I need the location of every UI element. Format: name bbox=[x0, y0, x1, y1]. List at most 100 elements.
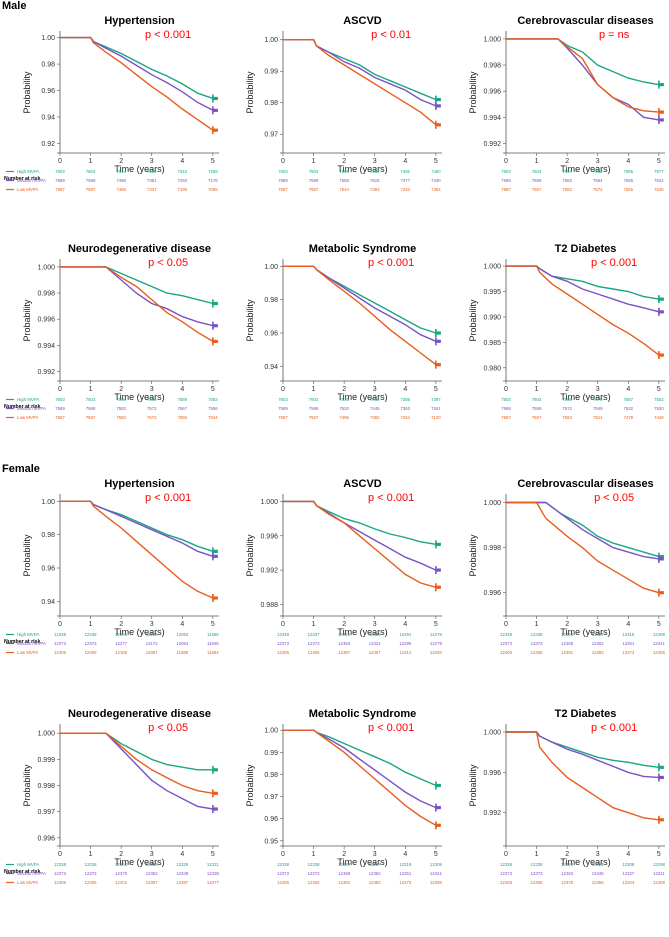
risk-count: 12406 bbox=[500, 650, 513, 655]
risk-count: 12338 bbox=[531, 632, 544, 637]
x-tick-label: 1 bbox=[535, 158, 539, 165]
survival-curve bbox=[506, 38, 660, 86]
x-tick-label: 3 bbox=[596, 158, 600, 165]
risk-count: 12166 bbox=[146, 632, 159, 637]
x-tick-label: 3 bbox=[150, 158, 154, 165]
x-tick-label: 0 bbox=[504, 158, 508, 165]
x-tick-label: 2 bbox=[565, 386, 569, 393]
risk-count: 7449 bbox=[654, 415, 664, 420]
y-tick-label: 0.996 bbox=[483, 770, 501, 777]
y-tick-label: 0.94 bbox=[41, 114, 55, 121]
x-tick-label: 5 bbox=[211, 851, 215, 858]
risk-count: 12314 bbox=[399, 650, 412, 655]
x-tick-label: 1 bbox=[535, 621, 539, 628]
p-value-label: p < 0.001 bbox=[368, 722, 414, 734]
risk-count: 12327 bbox=[592, 632, 605, 637]
survival-curve bbox=[60, 266, 214, 305]
risk-count: 7589 bbox=[178, 397, 188, 402]
legend-label: Medium MVPA bbox=[17, 641, 46, 646]
risk-count: 7592 bbox=[593, 169, 603, 174]
risk-count: 12315 bbox=[369, 632, 382, 637]
legend-label: Medium MVPA bbox=[17, 406, 46, 411]
survival-curve bbox=[60, 732, 214, 794]
y-tick-label: 1.00 bbox=[41, 35, 55, 42]
risk-count: 12321 bbox=[592, 862, 605, 867]
x-tick-label: 2 bbox=[565, 621, 569, 628]
risk-count: 12319 bbox=[622, 632, 635, 637]
y-tick-label: 0.97 bbox=[264, 132, 278, 139]
x-tick-label: 5 bbox=[434, 158, 438, 165]
risk-count: 7603 bbox=[278, 169, 288, 174]
risk-count: 7603 bbox=[532, 397, 542, 402]
confidence-band bbox=[283, 266, 436, 365]
x-tick-label: 4 bbox=[626, 386, 630, 393]
y-tick-label: 1.000 bbox=[37, 264, 55, 271]
risk-count: 7589 bbox=[55, 406, 65, 411]
risk-count: 7572 bbox=[562, 406, 572, 411]
x-tick-label: 5 bbox=[434, 621, 438, 628]
y-tick-label: 0.98 bbox=[264, 772, 278, 779]
risk-count: 7176 bbox=[208, 178, 218, 183]
p-value-label: p < 0.001 bbox=[591, 722, 637, 734]
confidence-band bbox=[60, 733, 213, 794]
curve-end-mark bbox=[212, 108, 218, 112]
survival-curve bbox=[60, 732, 214, 810]
risk-count: 7297 bbox=[431, 397, 441, 402]
risk-count: 12338 bbox=[277, 632, 290, 637]
risk-count: 7498 bbox=[116, 178, 126, 183]
risk-count: 7430 bbox=[431, 178, 441, 183]
km-chart-5: Metabolic Syndrome p < 0.001 0.94 0.96 0.98 1… bbox=[245, 243, 442, 420]
risk-count: 12277 bbox=[115, 641, 128, 646]
km-chart-10: Neurodegenerative disease p < 0.05 0.996 0.… bbox=[4, 708, 219, 885]
risk-count: 7597 bbox=[562, 169, 572, 174]
curve-end-mark bbox=[435, 542, 441, 546]
x-tick-label: 1 bbox=[535, 851, 539, 858]
x-axis-label: Time (years) bbox=[337, 164, 387, 174]
risk-count: 12338 bbox=[500, 862, 513, 867]
p-value-label: p < 0.001 bbox=[145, 492, 191, 504]
legend-label: Low MVPA bbox=[17, 187, 38, 192]
risk-count: 7385 bbox=[401, 397, 411, 402]
confidence-band bbox=[60, 266, 213, 342]
curve-end-mark bbox=[212, 128, 218, 132]
km-chart-8: ASCVD p < 0.001 0.988 0.992 0.996 1.000 0 1 2 3 4 5… bbox=[245, 478, 443, 655]
y-tick-label: 0.997 bbox=[37, 809, 55, 816]
risk-count: 12334 bbox=[338, 862, 351, 867]
confidence-band bbox=[283, 39, 436, 107]
x-tick-label: 3 bbox=[373, 386, 377, 393]
x-tick-label: 0 bbox=[281, 158, 285, 165]
confidence-band bbox=[506, 38, 659, 85]
survival-curve bbox=[283, 265, 437, 366]
risk-count: 7587 bbox=[532, 415, 542, 420]
confidence-band bbox=[60, 733, 213, 810]
y-axis-label: Probability bbox=[468, 764, 478, 807]
risk-count: 12356 bbox=[653, 650, 666, 655]
risk-count: 12406 bbox=[308, 880, 321, 885]
survival-curve bbox=[506, 38, 659, 113]
risk-count: 7587 bbox=[278, 415, 288, 420]
p-value-label: p < 0.001 bbox=[368, 492, 414, 504]
risk-count: 12406 bbox=[531, 650, 544, 655]
risk-count: 7539 bbox=[147, 169, 157, 174]
risk-count: 12284 bbox=[430, 650, 443, 655]
curve-end-mark bbox=[658, 557, 664, 561]
x-tick-label: 5 bbox=[434, 851, 438, 858]
x-tick-label: 1 bbox=[89, 158, 93, 165]
y-tick-label: 0.98 bbox=[41, 532, 55, 539]
y-tick-label: 0.96 bbox=[264, 331, 278, 338]
risk-count: 7391 bbox=[147, 178, 157, 183]
p-value-label: p < 0.05 bbox=[148, 257, 188, 269]
x-axis-label: Time (years) bbox=[337, 857, 387, 867]
x-tick-label: 1 bbox=[312, 621, 316, 628]
curve-end-mark bbox=[658, 555, 664, 559]
risk-count: 12406 bbox=[54, 880, 67, 885]
x-tick-label: 1 bbox=[89, 851, 93, 858]
risk-count: 12053 bbox=[176, 632, 189, 637]
risk-count: 7491 bbox=[401, 169, 411, 174]
survival-curve bbox=[283, 729, 437, 809]
survival-curve bbox=[283, 729, 437, 787]
x-tick-label: 2 bbox=[342, 386, 346, 393]
x-axis-label: Time (years) bbox=[114, 627, 164, 637]
risk-count: 12373 bbox=[500, 641, 513, 646]
